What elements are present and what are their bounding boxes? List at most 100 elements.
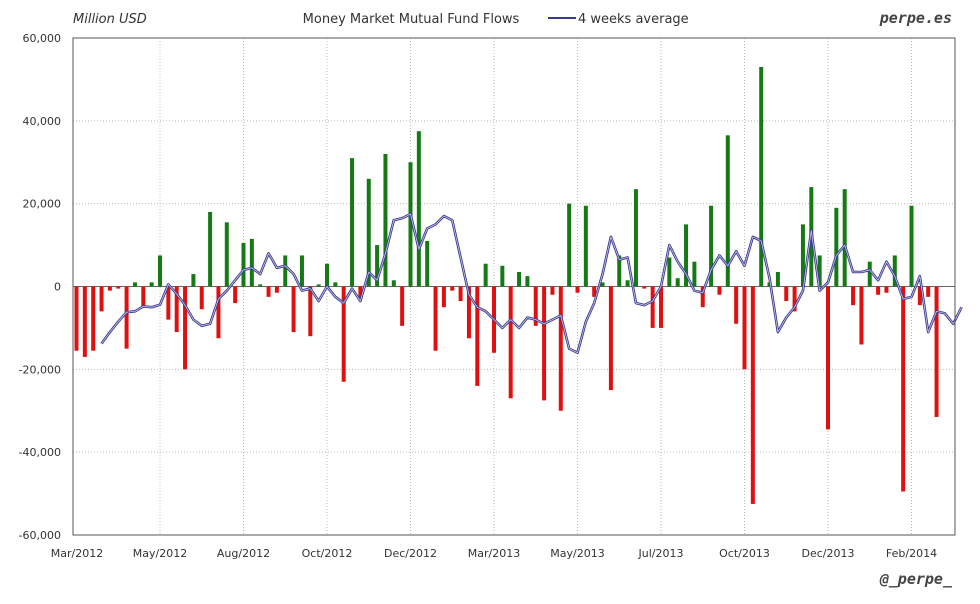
chart-title: Money Market Mutual Fund Flows <box>303 12 520 27</box>
bar-mark <box>717 286 722 295</box>
bar-mark <box>466 286 471 339</box>
bar-mark <box>208 211 213 287</box>
brand-watermark: perpe.es <box>879 9 952 27</box>
legend-label: 4 weeks average <box>578 12 689 27</box>
bar-mark <box>141 286 146 308</box>
bar-mark <box>450 286 455 291</box>
y-tick-label: 20,000 <box>23 198 62 211</box>
bar-mark <box>876 286 881 295</box>
x-tick-label: Mar/2012 <box>51 547 103 560</box>
bar-mark <box>533 286 538 326</box>
bar-mark <box>350 158 355 287</box>
bar-mark <box>742 286 747 370</box>
bar-mark <box>299 255 304 287</box>
bar-mark <box>224 222 229 287</box>
bar-mark <box>191 274 196 287</box>
bar-mark <box>700 286 705 308</box>
bar-mark <box>358 286 363 299</box>
y-axis-tick-labels: 60,000 40,000 20,000 0 -20,000 -40,000 -60,000 <box>19 32 61 542</box>
bar-mark <box>283 255 288 287</box>
average-line-series <box>100 212 963 355</box>
bar-mark <box>375 245 380 287</box>
y-tick-label: -20,000 <box>19 363 61 376</box>
bar-series <box>74 66 939 504</box>
bar-mark <box>400 286 405 326</box>
bar-mark <box>216 286 221 339</box>
bar-mark <box>107 286 112 291</box>
x-tick-label: Dec/2013 <box>802 547 855 560</box>
bar-mark <box>909 205 914 287</box>
bar-mark <box>500 265 505 287</box>
bar-mark <box>99 286 104 312</box>
bar-mark <box>650 286 655 328</box>
bar-mark <box>901 286 906 492</box>
y-tick-label: -60,000 <box>19 529 61 542</box>
bar-mark <box>667 257 672 287</box>
bar-mark <box>408 162 413 287</box>
bar-mark <box>725 135 730 287</box>
bar-mark <box>433 286 438 351</box>
bar-mark <box>583 205 588 287</box>
x-tick-label: Oct/2012 <box>302 547 353 560</box>
bar-mark <box>659 286 663 328</box>
bar-mark <box>784 286 789 301</box>
bar-mark <box>308 286 313 337</box>
y-tick-label: 60,000 <box>23 32 62 45</box>
x-tick-label: May/2013 <box>550 547 604 560</box>
bar-mark <box>842 189 847 287</box>
bar-mark <box>441 286 446 308</box>
grid-lines <box>73 37 955 536</box>
bar-mark <box>817 255 822 287</box>
bar-mark <box>82 286 87 357</box>
bar-mark <box>625 280 630 287</box>
bar-mark <box>826 286 830 430</box>
bar-mark <box>575 286 580 293</box>
bar-mark <box>258 284 263 287</box>
bar-mark <box>233 286 238 304</box>
bar-mark <box>91 286 96 351</box>
average-line-inner <box>101 213 962 354</box>
bar-mark <box>684 224 689 287</box>
bar-mark <box>132 282 137 287</box>
bar-mark <box>617 255 622 287</box>
bar-mark <box>859 286 864 345</box>
bar-mark <box>917 286 922 306</box>
bar-mark <box>734 286 739 324</box>
bar-mark <box>750 286 755 504</box>
x-tick-label: Oct/2013 <box>719 547 770 560</box>
bar-mark <box>892 255 897 287</box>
bar-mark <box>709 205 714 287</box>
bar-mark <box>542 286 547 401</box>
x-tick-label: Jul/2013 <box>638 547 684 560</box>
bar-mark <box>592 286 597 297</box>
bar-mark <box>149 282 154 287</box>
bar-mark <box>884 286 889 293</box>
bar-mark <box>926 286 931 297</box>
bar-mark <box>249 238 254 287</box>
x-axis-tick-labels: Mar/2012 May/2012 Aug/2012 Oct/2012 Dec/2012… <box>51 547 937 560</box>
bar-mark <box>759 66 764 287</box>
bar-mark <box>692 261 697 287</box>
bar-mark <box>458 286 463 301</box>
plot-frame <box>72 37 956 536</box>
bar-mark <box>483 263 488 287</box>
x-tick-label: Aug/2012 <box>217 547 270 560</box>
x-tick-label: Feb/2014 <box>886 547 937 560</box>
bar-mark <box>325 263 329 287</box>
y-tick-label: 0 <box>54 281 61 294</box>
bar-mark <box>517 272 522 287</box>
bar-mark <box>800 224 805 287</box>
bar-mark <box>341 286 346 382</box>
bar-mark <box>166 286 171 320</box>
y-tick-label: 40,000 <box>23 115 62 128</box>
bar-mark <box>199 286 204 310</box>
bar-mark <box>124 286 129 349</box>
bar-mark <box>425 240 430 287</box>
handle-watermark: @_perpe_ <box>879 570 953 588</box>
bar-mark <box>183 286 188 370</box>
bar-mark <box>851 286 856 306</box>
bar-mark <box>775 272 780 287</box>
